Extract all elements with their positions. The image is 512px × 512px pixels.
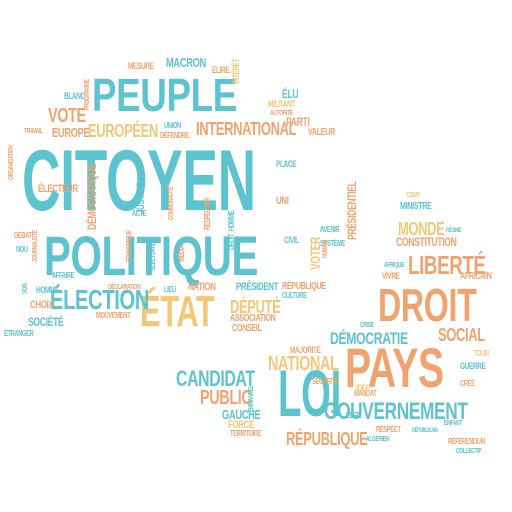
word-social: SOCIAL — [438, 325, 485, 345]
word-cour: COUR — [406, 192, 420, 199]
word-europeen: EUROPÉEN — [88, 121, 158, 141]
word-cree: CRÉÉ — [460, 379, 475, 388]
word-parti: PARTI — [286, 115, 310, 129]
word-algerien: ALGÉRIEN — [366, 436, 390, 443]
word-electoral: ÉLECTORAL — [150, 242, 157, 270]
word-democratie: DÉMOCRATIE — [330, 329, 408, 348]
word-place: PLACE — [276, 159, 297, 169]
word-collectif: COLLECTIF — [456, 448, 482, 455]
word-mouvement: MOUVEMENT — [96, 311, 131, 320]
word-conseil: CONSEIL — [232, 323, 262, 334]
word-republicain: RÉPUBLICAIN — [412, 428, 438, 434]
word-programme: PROGRAMME — [84, 79, 91, 110]
word-referendum: RÉFÉRENDUM — [448, 437, 486, 446]
word-macron: MACRON — [166, 55, 206, 70]
word-travail: TRAVAIL — [24, 128, 43, 135]
word-respecter: RESPECTER — [203, 198, 212, 230]
word-international: INTERNATIONAL — [196, 119, 297, 139]
word-ministre: MINISTRE — [400, 201, 432, 212]
word-nation: NATION — [188, 281, 216, 293]
word-organisation: ORGANISATION — [8, 145, 15, 180]
word-valeur: VALEUR — [308, 127, 335, 138]
word-europe: EUROPE — [52, 125, 90, 140]
word-journaliste: JOURNALISTE — [32, 230, 39, 262]
word-humain: HUMAIN — [322, 240, 329, 258]
word-mandat: MANDAT — [354, 389, 377, 398]
word-gouvernement: GOUVERNEMENT — [324, 398, 468, 425]
word-economique: ÉCONOMIQUE — [126, 230, 133, 262]
word-lieu: LIEU — [164, 285, 176, 294]
word-regime: RÉGIME — [446, 228, 461, 234]
word-droit-homme: DROIT_HOMME — [227, 210, 236, 250]
word-securite: SÉCURITÉ — [312, 377, 339, 386]
word-droit: DROIT — [378, 279, 477, 331]
word-politique: POLITIQUE — [44, 224, 259, 287]
word-respect: RESPECT — [376, 425, 401, 434]
word-militant: MILITANT — [268, 99, 295, 109]
word-vote: VOTE — [48, 105, 86, 127]
word-vivre: VIVRE — [382, 271, 400, 281]
word-afrique: AFRIQUE — [384, 262, 405, 269]
word-peuple: PEUPLE — [92, 69, 237, 121]
word-uni: UNI — [276, 195, 289, 207]
word-etranger: ÉTRANGER — [4, 329, 34, 338]
word-enfant: ENFANT — [444, 420, 462, 427]
word-civil: CIVIL — [284, 235, 299, 245]
word-mesure: MESURE — [128, 61, 154, 71]
word-libre: LIBRE — [346, 411, 362, 420]
word-crise: CRISE — [360, 322, 374, 329]
word-electeur: ÉLECTEUR — [38, 183, 78, 195]
word-elu: ÉLU — [282, 87, 299, 101]
word-election: ÉLECTION — [50, 284, 150, 315]
word-declaration: DÉCLARATION — [108, 284, 141, 291]
word-presidentiel: PRÉSIDENTIEL — [345, 181, 359, 240]
word-societe: SOCIÉTÉ — [28, 315, 64, 329]
word-nou: NOU — [16, 245, 28, 254]
word-voix: VOIX — [22, 283, 29, 294]
word-majorite: MAJORITÉ — [290, 345, 321, 355]
word-emmanuel: EMMANUEL — [248, 385, 255, 412]
word-tour: TOUR — [474, 349, 489, 358]
word-public: PUBLIC — [200, 387, 252, 409]
word-national: NATIONAL — [268, 353, 339, 375]
word-guerre: GUERRE — [460, 361, 486, 371]
word-territoire: TERRITOIRE — [230, 429, 262, 438]
word-loi: LOI — [278, 356, 341, 430]
word-blanc: BLANC — [64, 91, 85, 101]
word-choix: CHOIX — [30, 299, 54, 311]
word-republique: RÉPUBLIQUE — [286, 429, 368, 449]
word-affaire: AFFAIRE — [52, 271, 75, 280]
word-culture: CULTURE — [282, 291, 307, 300]
word-acte: ACTE — [132, 209, 147, 218]
word-candidat: CANDIDAT — [176, 366, 255, 391]
word-elire: ÉLIRE — [212, 65, 230, 75]
word-monde: MONDE — [398, 219, 445, 239]
word-union: UNION — [164, 121, 181, 130]
word-etat: ÉTAT — [140, 287, 215, 336]
word-systeme: SYSTÈME — [320, 239, 346, 248]
word-democratique: DÉMOCRATIQUE — [85, 163, 99, 230]
word-idee: IDÉE — [356, 383, 370, 393]
word-homme: HOMME — [36, 285, 60, 295]
word-depute: DÉPUTÉ — [230, 297, 281, 317]
word-media: MÉDIA — [177, 245, 186, 262]
word-liberte: LIBERTÉ — [408, 250, 486, 280]
word-pays: PAYS — [345, 336, 444, 399]
word-citoyen: CITOYEN — [22, 133, 256, 229]
word-africain: AFRICAIN — [460, 271, 492, 282]
word-communaute: COMMUNAUTÉ — [168, 186, 175, 220]
word-president: PRÉSIDENT — [236, 281, 279, 293]
word-debat: DÉBAT — [14, 231, 32, 240]
word-gauche: GAUCHE — [222, 407, 261, 422]
word-defendre: DÉFENDRE — [160, 131, 189, 140]
word-association: ASSOCIATION — [230, 313, 276, 324]
word-interet: INTÉRÊT — [231, 58, 241, 84]
word-force: FORCE — [228, 419, 254, 431]
word-republique-small: RÉPUBLIQUE — [282, 281, 326, 292]
word-constitution: CONSTITUTION — [396, 235, 457, 249]
word-avenir: AVENIR — [320, 225, 340, 234]
word-autorite: AUTORITÉ — [270, 110, 293, 117]
